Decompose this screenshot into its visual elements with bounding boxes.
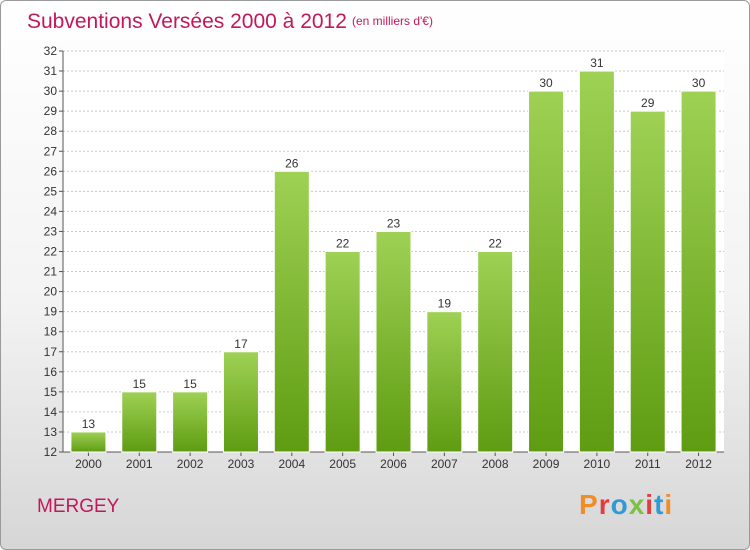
bar-2008 xyxy=(477,251,514,453)
x-tick-label-2005: 2005 xyxy=(329,457,356,471)
data-labels: 13 15 15 17 26 22 23 19 22 30 31 29 30 xyxy=(82,56,706,431)
commune-name: MERGEY xyxy=(37,496,120,517)
data-label-2007: 19 xyxy=(438,297,452,311)
y-tick-label: 16 xyxy=(44,365,58,379)
data-label-2005: 22 xyxy=(336,237,350,251)
y-tick-label: 22 xyxy=(44,245,58,259)
logo-letter: o xyxy=(610,489,629,520)
chart-title: Subventions Versées 2000 à 2012 xyxy=(27,10,347,33)
data-label-2011: 29 xyxy=(641,96,655,110)
bar-2001 xyxy=(121,391,158,453)
y-tick-label: 29 xyxy=(44,104,58,118)
data-label-2000: 13 xyxy=(82,417,96,431)
bar-2012 xyxy=(680,90,717,453)
y-tick-label: 26 xyxy=(44,164,58,178)
data-label-2002: 15 xyxy=(183,377,197,391)
y-tick-label: 25 xyxy=(44,184,58,198)
y-tick-label: 31 xyxy=(44,64,58,78)
bar-2003 xyxy=(222,351,259,453)
x-tick-label-2002: 2002 xyxy=(177,457,204,471)
data-label-2009: 30 xyxy=(539,76,553,90)
y-tick-label: 32 xyxy=(44,44,58,58)
x-tick-label-2010: 2010 xyxy=(584,457,611,471)
logo-letter: i xyxy=(664,489,674,520)
y-tick-label: 15 xyxy=(44,385,58,399)
x-tick-label-2008: 2008 xyxy=(482,457,509,471)
bar-2004 xyxy=(273,170,310,453)
x-tick-label-2003: 2003 xyxy=(228,457,255,471)
y-tick-label: 20 xyxy=(44,285,58,299)
x-tick-label-2000: 2000 xyxy=(75,457,102,471)
data-label-2004: 26 xyxy=(285,156,299,170)
bar-2005 xyxy=(324,251,361,453)
data-label-2008: 22 xyxy=(489,237,503,251)
y-tick-label: 12 xyxy=(44,445,58,459)
logo-letter: r xyxy=(598,489,611,520)
y-tick-label: 14 xyxy=(44,405,58,419)
y-tick-label: 23 xyxy=(44,224,58,238)
y-tick-label: 24 xyxy=(44,204,58,218)
data-label-2010: 31 xyxy=(590,56,604,70)
bar-2002 xyxy=(172,391,209,453)
y-tick-label: 28 xyxy=(44,124,58,138)
bar-2011 xyxy=(629,110,666,453)
bar-2010 xyxy=(578,70,615,453)
bar-2000 xyxy=(70,431,107,453)
bar-2007 xyxy=(426,311,463,453)
bar-2009 xyxy=(528,90,565,453)
y-tick-label: 21 xyxy=(44,265,58,279)
y-tick-label: 19 xyxy=(44,305,58,319)
chart-subtitle: (en milliers d'€) xyxy=(352,14,433,28)
data-label-2006: 23 xyxy=(387,216,401,230)
proxiti-logo: Proxiti xyxy=(579,489,673,521)
x-tick-label-2011: 2011 xyxy=(635,457,661,471)
y-tick-label: 27 xyxy=(44,144,58,158)
logo-letter: t xyxy=(654,489,665,520)
y-tick-label: 13 xyxy=(44,425,58,439)
x-tick-label-2004: 2004 xyxy=(278,457,305,471)
x-tick-label-2001: 2001 xyxy=(126,457,153,471)
logo-letter: x xyxy=(628,489,646,520)
x-tick-label-2007: 2007 xyxy=(431,457,458,471)
data-label-2003: 17 xyxy=(234,337,248,351)
y-tick-label: 30 xyxy=(44,84,58,98)
bars xyxy=(70,70,717,453)
x-tick-label-2009: 2009 xyxy=(533,457,560,471)
logo-letter: i xyxy=(645,489,655,520)
data-label-2012: 30 xyxy=(692,76,706,90)
bar-2006 xyxy=(375,230,412,453)
data-label-2001: 15 xyxy=(133,377,147,391)
x-tick-label-2006: 2006 xyxy=(380,457,407,471)
y-tick-label: 17 xyxy=(44,345,58,359)
x-tick-label-2012: 2012 xyxy=(685,457,712,471)
y-tick-label: 18 xyxy=(44,325,58,339)
logo-letter: P xyxy=(579,489,599,520)
